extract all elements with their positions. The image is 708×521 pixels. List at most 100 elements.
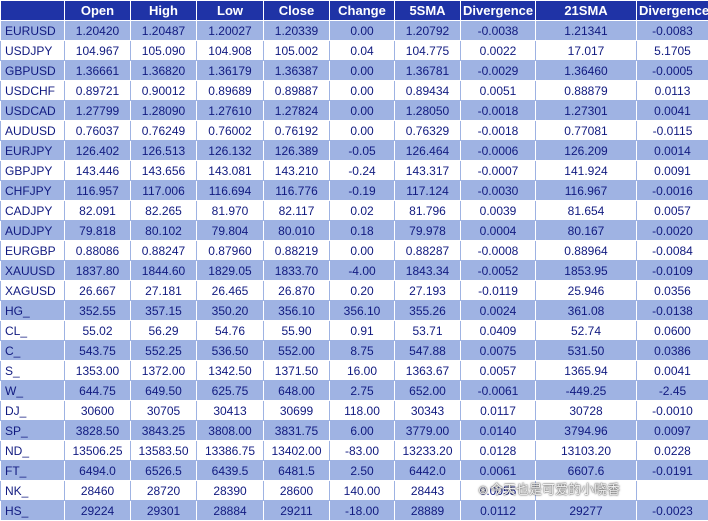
value-cell: -0.0115 <box>636 120 708 141</box>
table-row: SP_ 3828.50 3843.25 3808.00 3831.75 6.00 3779.… <box>0 420 708 441</box>
value-cell: 0.90012 <box>130 80 197 101</box>
value-cell: 1342.50 <box>196 360 264 381</box>
value-cell: 0.89689 <box>196 80 264 101</box>
value-cell: 6439.5 <box>196 460 264 481</box>
value-cell: -0.0018 <box>460 120 536 141</box>
value-cell: 6481.5 <box>263 460 330 481</box>
value-cell: -2.45 <box>636 380 708 401</box>
value-cell: -0.0138 <box>636 300 708 321</box>
table-row: AUDUSD 0.76037 0.76249 0.76002 0.76192 0.00 0.… <box>0 120 708 141</box>
value-cell: 0.76249 <box>130 120 197 141</box>
symbol-cell: FT_ <box>0 460 65 481</box>
header-symbol <box>0 0 65 21</box>
value-cell: 0.00 <box>329 20 395 41</box>
table-row: CADJPY 82.091 82.265 81.970 82.117 0.02 81.796… <box>0 200 708 221</box>
value-cell: 649.50 <box>130 380 197 401</box>
value-cell: 1.36661 <box>64 60 131 81</box>
value-cell: 82.117 <box>263 200 330 221</box>
value-cell: 29211 <box>263 500 330 521</box>
value-cell: -0.0005 <box>636 60 708 81</box>
header-high-2: High <box>130 0 197 21</box>
value-cell: 0.18 <box>329 220 395 241</box>
value-cell: -0.0119 <box>460 280 536 301</box>
header-divergence-9: Divergence <box>636 0 708 21</box>
value-cell: 0.88086 <box>64 240 131 261</box>
header-close-4: Close <box>263 0 330 21</box>
value-cell: 29224 <box>64 500 131 521</box>
value-cell: 0.77081 <box>535 120 637 141</box>
value-cell: 352.55 <box>64 300 131 321</box>
symbol-cell: EURJPY <box>0 140 65 161</box>
value-cell: 0.76037 <box>64 120 131 141</box>
symbol-cell: CL_ <box>0 320 65 341</box>
value-cell: -0.0018 <box>460 100 536 121</box>
table-row: CL_ 55.02 56.29 54.76 55.90 0.91 53.71 0.0409 52… <box>0 320 708 341</box>
value-cell: 13583.50 <box>130 440 197 461</box>
value-cell: 141.924 <box>535 160 637 181</box>
value-cell: 355.26 <box>394 300 461 321</box>
value-cell: 652.00 <box>394 380 461 401</box>
value-cell: 0.88964 <box>535 240 637 261</box>
table-row: USDJPY 104.967 105.090 104.908 105.002 0.04 10… <box>0 40 708 61</box>
symbol-cell: C_ <box>0 340 65 361</box>
symbol-cell: USDCAD <box>0 100 65 121</box>
symbol-cell: XAGUSD <box>0 280 65 301</box>
value-cell: 1.28090 <box>130 100 197 121</box>
symbol-cell: DJ_ <box>0 400 65 421</box>
value-cell: 29277 <box>535 500 637 521</box>
value-cell: 118.00 <box>329 400 395 421</box>
value-cell: 350.20 <box>196 300 264 321</box>
value-cell: 1.27610 <box>196 100 264 121</box>
value-cell: 531.50 <box>535 340 637 361</box>
value-cell: 52.74 <box>535 320 637 341</box>
table-row: XAGUSD 26.667 27.181 26.465 26.870 0.20 27.193… <box>0 280 708 301</box>
value-cell: 6526.5 <box>130 460 197 481</box>
value-cell: 28884 <box>196 500 264 521</box>
value-cell: 81.654 <box>535 200 637 221</box>
value-cell: 80.167 <box>535 220 637 241</box>
table-row: HS_ 29224 29301 28884 29211 -18.00 28889 0.0112… <box>0 500 708 521</box>
value-cell: 30343 <box>394 400 461 421</box>
symbol-cell: NK_ <box>0 480 65 501</box>
symbol-cell: SP_ <box>0 420 65 441</box>
value-cell: 543.75 <box>64 340 131 361</box>
value-cell: -0.0084 <box>636 240 708 261</box>
value-cell: 143.656 <box>130 160 197 181</box>
value-cell: 0.0600 <box>636 320 708 341</box>
value-cell: 1.27301 <box>535 100 637 121</box>
value-cell: 27.193 <box>394 280 461 301</box>
value-cell: 1.20792 <box>394 20 461 41</box>
value-cell: 0.00 <box>329 120 395 141</box>
value-cell: 126.389 <box>263 140 330 161</box>
watermark: ⊛ 今天也是可爱的小晓香 <box>478 479 620 498</box>
header-row: Open High Low Close Change 5SMA Divergence 21SM… <box>0 0 708 21</box>
value-cell: 1.21341 <box>535 20 637 41</box>
value-cell: -0.0020 <box>636 220 708 241</box>
value-cell: 13386.75 <box>196 440 264 461</box>
value-cell: 0.88247 <box>130 240 197 261</box>
value-cell: 1853.95 <box>535 260 637 281</box>
table-row: GBPJPY 143.446 143.656 143.081 143.210 -0.24 1… <box>0 160 708 181</box>
value-cell: 105.090 <box>130 40 197 61</box>
value-cell: 0.88287 <box>394 240 461 261</box>
symbol-cell: GBPUSD <box>0 60 65 81</box>
value-cell: 0.00 <box>329 80 395 101</box>
value-cell: 80.102 <box>130 220 197 241</box>
value-cell: 28443 <box>394 480 461 501</box>
value-cell: 3779.00 <box>394 420 461 441</box>
value-cell: 1843.34 <box>394 260 461 281</box>
value-cell: -0.0191 <box>636 460 708 481</box>
value-cell: 0.0014 <box>636 140 708 161</box>
value-cell: 547.88 <box>394 340 461 361</box>
value-cell <box>636 480 708 501</box>
value-cell: 0.00 <box>329 240 395 261</box>
value-cell: 0.0057 <box>636 200 708 221</box>
symbol-cell: USDCHF <box>0 80 65 101</box>
symbol-cell: GBPJPY <box>0 160 65 181</box>
value-cell: -0.19 <box>329 180 395 201</box>
table-row: EURJPY 126.402 126.513 126.132 126.389 -0.05 1… <box>0 140 708 161</box>
value-cell: -0.0016 <box>636 180 708 201</box>
value-cell: 28460 <box>64 480 131 501</box>
value-cell: 0.76192 <box>263 120 330 141</box>
value-cell: 1837.80 <box>64 260 131 281</box>
